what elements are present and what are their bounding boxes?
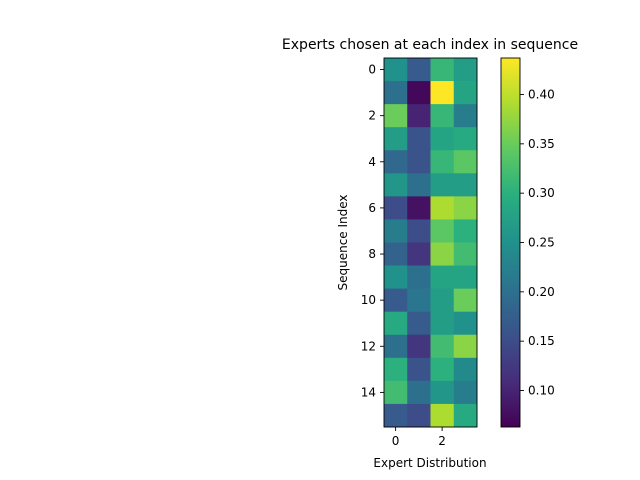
colorbar-tick-label: 0.40 xyxy=(528,88,555,102)
heatmap-cell xyxy=(430,104,455,128)
heatmap-cell xyxy=(453,58,478,82)
colorbar xyxy=(501,58,520,427)
heatmap-cell xyxy=(453,150,478,174)
colorbar-tick-label: 0.10 xyxy=(528,383,555,397)
heatmap-cell xyxy=(407,357,431,382)
heatmap-cell xyxy=(407,219,431,243)
colorbar-tick-label: 0.30 xyxy=(528,186,555,200)
colorbar-tick-label: 0.25 xyxy=(528,236,555,250)
heatmap-cell xyxy=(453,288,478,313)
heatmap-cell xyxy=(430,334,455,359)
heatmap-cell xyxy=(430,380,455,405)
colorbar-tick-label: 0.35 xyxy=(528,137,555,151)
heatmap-cell xyxy=(430,265,455,290)
heatmap-cell xyxy=(384,265,408,290)
y-tick-label: 2 xyxy=(368,109,376,123)
heatmap-cell xyxy=(453,219,478,243)
x-tick-label: 0 xyxy=(392,434,400,448)
heatmap-cell xyxy=(384,81,408,105)
heatmap-cell xyxy=(384,127,408,151)
heatmap-cell xyxy=(453,380,478,405)
colorbar-ticks: 0.10 0.15 0.20 0.25 0.30 0.35 0.40 xyxy=(520,88,555,397)
heatmap-cell xyxy=(453,104,478,128)
heatmap-cell xyxy=(430,81,455,105)
heatmap-cell xyxy=(384,357,408,382)
heatmap-cell xyxy=(430,196,455,220)
heatmap-cell xyxy=(430,127,455,151)
heatmap-cell xyxy=(430,242,455,266)
heatmap-cell xyxy=(453,265,478,290)
heatmap-cell xyxy=(384,173,408,197)
heatmap-cell xyxy=(407,311,431,336)
heatmap-cell xyxy=(384,288,408,313)
heatmap-cell xyxy=(407,81,431,105)
y-tick-label: 8 xyxy=(368,247,376,261)
heatmap-cell xyxy=(407,380,431,405)
heatmap-cell xyxy=(407,150,431,174)
heatmap-cell xyxy=(430,58,455,82)
heatmap-cell xyxy=(453,357,478,382)
heatmap-cell xyxy=(407,265,431,290)
y-tick-label: 4 xyxy=(368,155,376,169)
heatmap-cell xyxy=(407,127,431,151)
heatmap-cell xyxy=(453,242,478,266)
heatmap-cell xyxy=(407,58,431,82)
heatmap-cell xyxy=(407,242,431,266)
heatmap-cell xyxy=(384,219,408,243)
heatmap-cell xyxy=(430,403,455,428)
y-tick-label: 0 xyxy=(368,63,376,77)
heatmap-cell xyxy=(430,173,455,197)
y-axis-label: Sequence Index xyxy=(336,194,350,290)
heatmap-cell xyxy=(384,334,408,359)
heatmap-cell xyxy=(430,288,455,313)
heatmap-cell xyxy=(407,334,431,359)
y-tick-label: 14 xyxy=(361,385,376,399)
heatmap-cell xyxy=(453,311,478,336)
heatmap-cell xyxy=(430,219,455,243)
heatmap-cell xyxy=(384,242,408,266)
heatmap-cell xyxy=(384,150,408,174)
y-axis-ticks: 0 2 4 6 8 10 12 14 xyxy=(361,63,384,399)
heatmap-cell xyxy=(453,81,478,105)
heatmap-cell xyxy=(453,173,478,197)
y-tick-label: 6 xyxy=(368,201,376,215)
heatmap-cell xyxy=(384,196,408,220)
x-tick-label: 2 xyxy=(438,434,446,448)
heatmap-cell xyxy=(453,196,478,220)
heatmap-cell xyxy=(453,403,478,428)
heatmap-cell xyxy=(407,173,431,197)
heatmap-cell xyxy=(407,288,431,313)
heatmap-cell xyxy=(384,104,408,128)
heatmap-cell xyxy=(453,127,478,151)
y-tick-label: 10 xyxy=(361,293,376,307)
colorbar-tick-label: 0.15 xyxy=(528,334,555,348)
colorbar-tick-label: 0.20 xyxy=(528,285,555,299)
heatmap-cell xyxy=(430,150,455,174)
heatmap-cell xyxy=(407,196,431,220)
heatmap-cell xyxy=(384,311,408,336)
x-axis-label: Expert Distribution xyxy=(373,456,486,470)
heatmap-cell xyxy=(384,403,408,428)
heatmap-cell xyxy=(407,403,431,428)
heatmap-cell xyxy=(430,311,455,336)
heatmap-cell xyxy=(384,58,408,82)
heatmap-cell xyxy=(453,334,478,359)
heatmap-cell xyxy=(430,357,455,382)
heatmap-cells xyxy=(384,58,478,428)
heatmap-cell xyxy=(407,104,431,128)
y-tick-label: 12 xyxy=(361,339,376,353)
heatmap-cell xyxy=(384,380,408,405)
plot-frame xyxy=(383,57,478,428)
chart-title: Experts chosen at each index in sequence xyxy=(282,37,578,53)
